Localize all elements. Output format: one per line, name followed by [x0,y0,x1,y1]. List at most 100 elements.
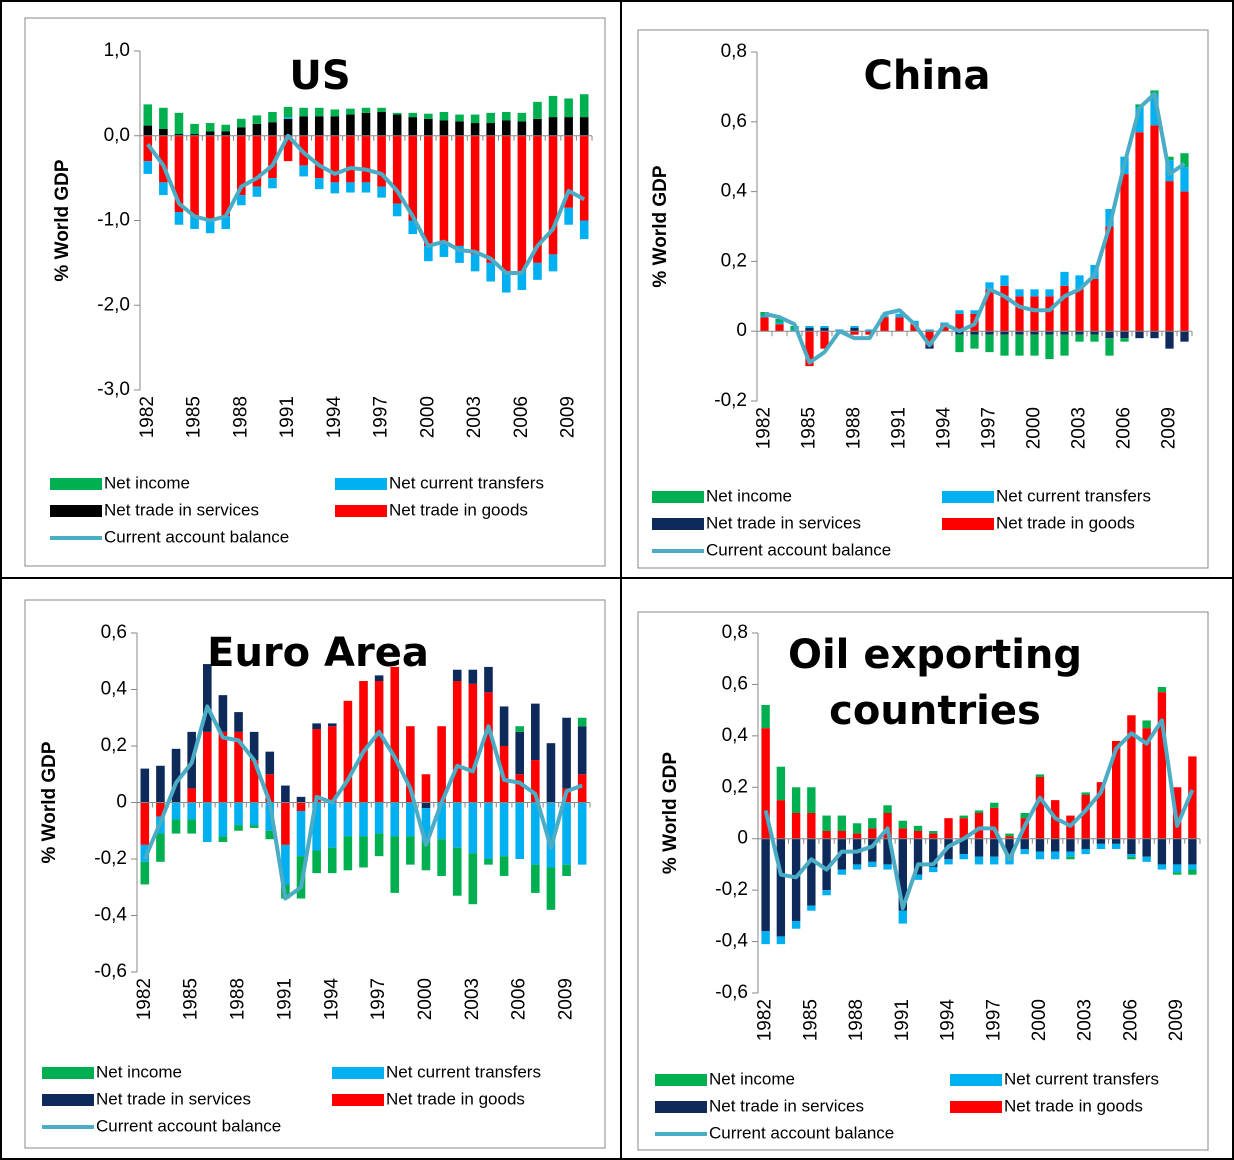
bar-segment [1105,338,1114,356]
bar-segment [1165,156,1174,161]
bar-segment [330,135,340,183]
bar-segment [898,828,907,839]
bar-segment [1030,334,1039,356]
x-tick-label: 2006 [1120,999,1141,1041]
bar-segment [1142,728,1151,839]
bar-segment [929,867,938,873]
bar-segment [852,864,862,870]
bar-segment [1035,777,1045,839]
bar-segment [974,856,984,865]
x-tick-label: 1994 [934,407,955,450]
bar-segment [959,854,968,860]
bar-segment [985,331,994,335]
bar-segment [327,723,337,727]
bar-segment [1066,856,1075,860]
x-tick-label: 1991 [892,999,913,1041]
bar-segment [299,107,308,117]
bar-segment [296,796,306,803]
bar-segment [1111,843,1121,849]
bar-segment [1075,331,1084,335]
legend-swatch [655,1074,707,1086]
bar-segment [1096,838,1106,844]
bar-segment [174,135,184,213]
bar-segment [761,838,770,932]
chart-title: Oil exporting countries [787,632,1083,734]
y-tick-label: 0,2 [101,735,127,756]
x-tick-label: 2000 [1024,407,1045,449]
bar-segment [249,760,259,803]
x-tick-label: 1982 [134,978,155,1020]
bar-segment [985,289,994,332]
bar-segment [970,334,979,349]
bar-segment [346,108,355,115]
bar-segment [330,182,340,194]
bar-segment [408,112,418,118]
bar-segment [237,135,246,196]
bar-segment [1000,331,1009,335]
bar-segment [439,120,449,136]
bar-segment [218,836,228,843]
x-tick-label: 1997 [979,407,1000,449]
x-tick-label: 2009 [1166,999,1187,1041]
bar-segment [406,726,415,803]
bar-segment [140,768,150,803]
bar-segment [1045,331,1054,335]
bar-segment [252,186,262,197]
bar-segment [312,723,321,730]
bar-segment [1188,864,1197,870]
bar-segment [1188,869,1197,875]
bar-segment [515,726,525,732]
bar-segment [205,220,215,234]
bar-segment [486,123,495,136]
x-tick-label: 2009 [558,396,579,438]
bar-segment [361,135,371,183]
bar-segment [499,802,509,857]
x-tick-label: 1991 [277,396,298,438]
bar-segment [1030,331,1039,335]
bar-segment [486,135,495,263]
bar-segment [1150,93,1159,126]
bar-segment [437,839,446,876]
bar-segment [171,748,181,803]
bar-segment [776,936,786,945]
bar-segment [775,322,784,325]
bar-segment [190,123,199,135]
bar-segment [159,107,168,129]
bar-segment [190,216,199,229]
bar-segment [959,818,968,839]
bar-segment [546,743,556,803]
bar-segment [174,134,184,136]
bar-segment [281,844,290,885]
y-tick-label: 0,6 [101,622,127,643]
legend-label: Net current transfers [386,1062,541,1081]
bar-segment [913,825,923,831]
bar-segment [486,262,495,282]
bar-segment [959,838,968,855]
bar-segment [424,135,433,246]
legend-label: Current account balance [96,1116,281,1135]
bar-segment [1081,795,1090,839]
bar-segment [546,802,556,868]
bar-segment [221,135,231,217]
bar-segment [883,864,892,870]
bar-segment [913,831,923,839]
bar-segment [564,207,573,225]
bar-segment [913,874,923,880]
bar-segment [202,731,212,803]
x-tick-label: 1982 [755,999,776,1041]
bar-segment [327,802,337,848]
x-tick-label: 2006 [509,978,530,1020]
bar-segment [822,890,831,896]
legend-label: Net trade in services [706,513,861,532]
bar-segment [1127,715,1136,839]
bar-segment [1005,833,1014,837]
y-tick-label: 0,4 [722,725,749,746]
bar-segment [1180,167,1189,192]
bar-segment [955,313,964,332]
bar-segment [822,815,831,831]
bar-segment [1075,334,1084,342]
bar-segment [895,317,904,332]
legend-swatch [332,1067,384,1079]
bar-segment [761,728,770,839]
bar-segment [850,331,859,335]
